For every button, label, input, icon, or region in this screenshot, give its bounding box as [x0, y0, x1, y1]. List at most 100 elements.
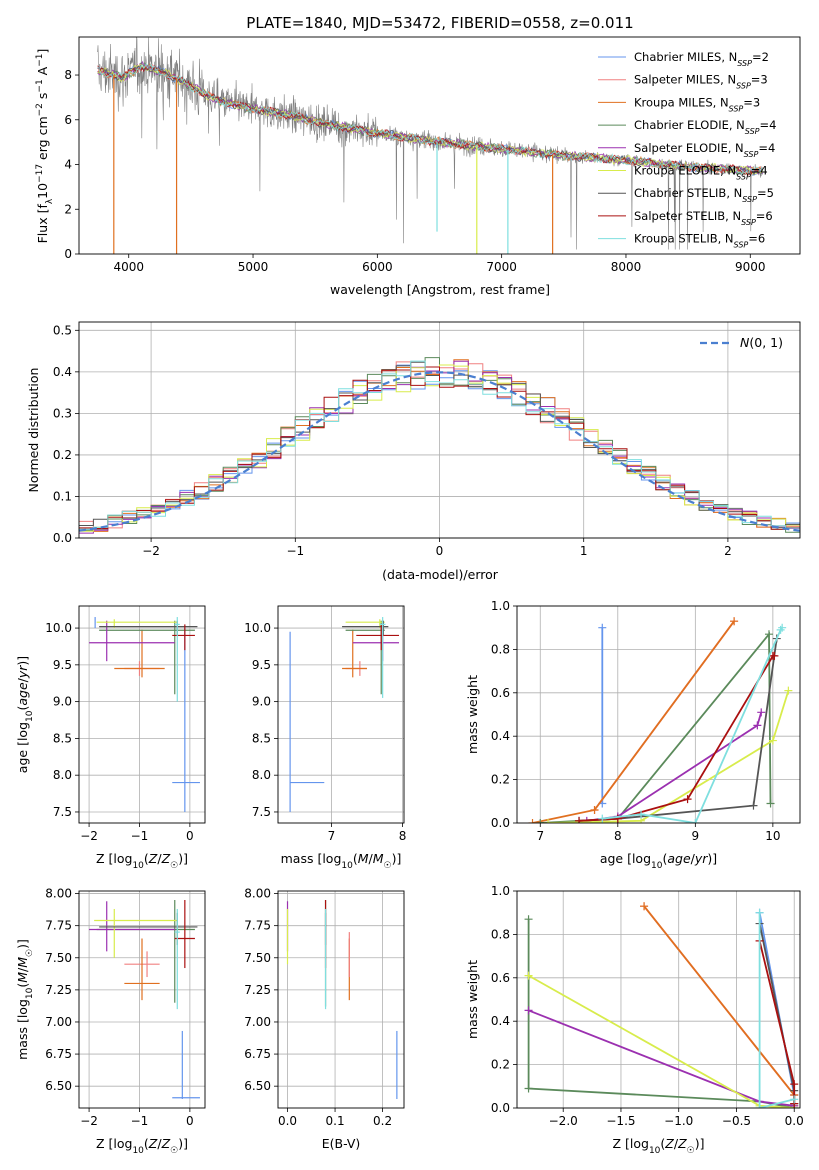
y-tick-label: 9.5 [252, 658, 271, 672]
weight-point [598, 814, 607, 823]
legend-entry: Salpeter STELIB, NSSP=6 [634, 209, 773, 227]
legend-entry: Kroupa STELIB, NSSP=6 [634, 232, 765, 250]
weight-point [776, 625, 785, 634]
x-axis-label: wavelength [Angstrom, rest frame] [330, 282, 550, 297]
y-tick-label: 7.50 [45, 951, 72, 965]
y-tick-label: 6.75 [45, 1047, 72, 1061]
plot-area [89, 617, 200, 812]
plot-area [524, 902, 799, 1108]
weight-point [613, 814, 622, 823]
x-tick-label: 1 [580, 544, 588, 558]
y-tick-label: 0.0 [53, 531, 72, 545]
y-tick-label: 7.5 [53, 805, 72, 819]
x-tick-label: −1.0 [664, 1114, 693, 1128]
figure-title: PLATE=1840, MJD=53472, FIBERID=0558, z=0… [246, 14, 633, 32]
mass-vs-reddening-panel: 0.0 0.1 0.2 6.50 6.75 7.00 7.25 7.50 7.75 8.00 E(B… [244, 887, 405, 1151]
legend-entry: Salpeter ELODIE, NSSP=4 [634, 141, 775, 159]
plot-area [89, 899, 200, 1100]
x-tick-label: 8 [399, 829, 407, 843]
weight-point [768, 736, 777, 745]
weight-point [790, 1080, 799, 1089]
y-tick-label: 0.4 [53, 365, 72, 379]
x-axis-label: (data-model)/error [382, 567, 499, 582]
axes-frame [78, 36, 801, 255]
weight-point [749, 801, 758, 810]
weight-point [730, 617, 739, 626]
x-axis-label: mass [log10(M/M☉)] [281, 851, 402, 871]
x-tick-label: 8000 [611, 260, 642, 274]
weight-point [524, 1006, 533, 1015]
x-tick-label: 0.2 [373, 1114, 392, 1128]
y-tick-label: 7.75 [244, 919, 271, 933]
weight-line [758, 940, 796, 1104]
x-tick-label: 9000 [735, 260, 766, 274]
plot-area [289, 617, 400, 812]
y-tick-label: 6 [64, 113, 72, 127]
x-tick-label: 0 [186, 1114, 194, 1128]
weight-point [524, 1084, 533, 1093]
x-tick-label: 7 [536, 829, 544, 843]
y-tick-label: 1.0 [491, 884, 510, 898]
y-axis-label: age [log10(age/yr)] [15, 656, 35, 773]
x-tick-label: 7 [328, 829, 336, 843]
axes-frame [277, 890, 405, 1109]
y-tick-label: 8.00 [45, 887, 72, 901]
y-axis-label: mass [log10(M/M☉)] [15, 939, 35, 1060]
weight-point [528, 819, 537, 823]
y-tick-label: 9.0 [252, 695, 271, 709]
weight-point [790, 1095, 799, 1104]
axes-frame [78, 321, 801, 539]
y-tick-label: 0.0 [491, 1101, 510, 1115]
y-tick-label: 6.50 [244, 1079, 271, 1093]
histogram-step [79, 360, 800, 530]
weight-point [524, 971, 533, 980]
model-spectrum-line [97, 65, 764, 176]
x-tick-label: −0.5 [722, 1114, 751, 1128]
histogram-step [79, 366, 800, 530]
axes-frame [277, 605, 405, 824]
y-tick-label: 7.75 [45, 919, 72, 933]
weight-point [755, 1104, 764, 1108]
legend-entry: Salpeter MILES, NSSP=3 [634, 73, 768, 91]
y-tick-label: 6.75 [244, 1047, 271, 1061]
x-tick-label: 2 [724, 544, 732, 558]
y-axis-label: mass weight [465, 960, 480, 1039]
residual-panel: −2 −1 0 1 2 0.0 0.1 0.2 0.3 0.4 0.5 (data-model)/er… [26, 321, 801, 582]
y-tick-label: 9.5 [53, 658, 72, 672]
y-tick-label: 0.4 [491, 1014, 510, 1028]
y-tick-label: 7.00 [45, 1015, 72, 1029]
x-tick-label: −2.0 [549, 1114, 578, 1128]
weight-point [753, 721, 762, 730]
y-tick-label: 1.0 [491, 599, 510, 613]
plot-area [286, 899, 398, 1100]
legend-entry: Chabrier STELIB, NSSP=5 [634, 186, 774, 204]
x-tick-label: −2 [80, 1114, 98, 1128]
model-spectrum-line [97, 62, 764, 176]
y-tick-label: 0.8 [491, 642, 510, 656]
y-tick-label: 7.00 [244, 1015, 271, 1029]
x-tick-label: −1.5 [606, 1114, 635, 1128]
weight-line [578, 638, 778, 822]
plot-area [97, 37, 764, 254]
x-tick-label: 7000 [486, 260, 517, 274]
y-tick-label: 0.2 [491, 773, 510, 787]
y-tick-label: 0.3 [53, 406, 72, 420]
y-tick-label: 8.0 [252, 768, 271, 782]
weight-point [590, 805, 599, 814]
y-tick-label: 8 [64, 68, 72, 82]
x-axis-label: Z [log10(Z/Z☉)] [96, 1136, 188, 1156]
x-tick-label: 0.0 [278, 1114, 297, 1128]
legend-entry: Chabrier MILES, NSSP=2 [634, 50, 769, 68]
weight-line [643, 905, 796, 1106]
weight-point [598, 623, 607, 632]
y-tick-label: 7.25 [244, 983, 271, 997]
x-tick-label: −1 [286, 544, 304, 558]
y-axis-label: Flux [fλ10−17 erg cm−2 s−1 A−1] [35, 49, 55, 244]
y-tick-label: 6.50 [45, 1079, 72, 1093]
legend-entry: Kroupa ELODIE, NSSP=4 [634, 164, 768, 182]
weight-point [524, 915, 533, 924]
x-axis-label: E(B-V) [322, 1136, 361, 1151]
weight-point [778, 623, 787, 632]
weight-line [527, 919, 795, 1108]
